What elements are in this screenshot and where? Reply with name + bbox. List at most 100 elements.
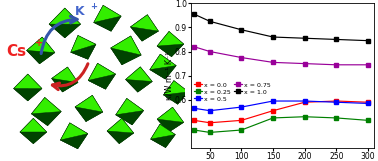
Line: x = 0.25: x = 0.25 <box>192 115 370 134</box>
x = 0.75 <box>302 63 307 65</box>
Polygon shape <box>88 74 116 89</box>
Polygon shape <box>138 67 152 92</box>
Polygon shape <box>40 37 55 64</box>
Polygon shape <box>111 48 141 65</box>
Polygon shape <box>125 67 152 81</box>
Polygon shape <box>60 123 78 149</box>
Polygon shape <box>52 67 68 92</box>
Polygon shape <box>14 89 42 101</box>
Polygon shape <box>75 107 103 122</box>
x = 0.75 <box>271 62 275 63</box>
Line: x = 0.5: x = 0.5 <box>192 99 370 112</box>
Text: +: + <box>35 38 43 48</box>
Polygon shape <box>125 80 152 92</box>
Polygon shape <box>142 15 158 41</box>
Polygon shape <box>62 67 78 92</box>
Polygon shape <box>164 92 188 104</box>
Polygon shape <box>75 95 92 122</box>
Polygon shape <box>160 54 176 79</box>
x = 0.75 <box>366 64 370 66</box>
x = 0.5 <box>271 100 275 102</box>
Polygon shape <box>160 124 175 148</box>
Polygon shape <box>169 107 184 132</box>
Polygon shape <box>49 8 65 38</box>
Polygon shape <box>125 67 140 92</box>
Polygon shape <box>174 81 188 104</box>
x = 1.0 <box>302 37 307 39</box>
x = 0.75 <box>208 51 212 52</box>
x = 0.0 <box>208 122 212 124</box>
Line: x = 1.0: x = 1.0 <box>192 12 370 42</box>
Polygon shape <box>88 63 105 89</box>
x = 0.0 <box>239 119 244 121</box>
x = 0.0 <box>334 100 339 102</box>
Polygon shape <box>78 35 96 59</box>
Polygon shape <box>14 74 42 89</box>
x = 0.25 <box>302 116 307 118</box>
x = 0.5 <box>366 103 370 104</box>
x = 1.0 <box>239 29 244 31</box>
x = 1.0 <box>192 13 196 15</box>
Polygon shape <box>164 81 188 95</box>
Line: x = 0.0: x = 0.0 <box>192 99 370 124</box>
Polygon shape <box>75 95 103 112</box>
Polygon shape <box>14 74 28 101</box>
Text: K: K <box>75 5 84 18</box>
x = 0.5 <box>302 100 307 102</box>
Polygon shape <box>130 15 158 31</box>
Polygon shape <box>130 15 147 41</box>
Polygon shape <box>157 31 184 46</box>
Polygon shape <box>33 118 47 144</box>
Polygon shape <box>122 36 141 65</box>
Polygon shape <box>86 95 103 122</box>
x = 0.75 <box>192 46 196 48</box>
Polygon shape <box>94 5 121 23</box>
x = 1.0 <box>271 36 275 38</box>
Line: x = 0.75: x = 0.75 <box>192 45 370 66</box>
Polygon shape <box>107 118 134 133</box>
x = 1.0 <box>334 38 339 40</box>
Polygon shape <box>52 67 78 83</box>
x = 0.25 <box>366 119 370 121</box>
Legend: x = 0.0, x = 0.25, x = 0.5, x = 0.75, x = 1.0: x = 0.0, x = 0.25, x = 0.5, x = 0.75, x … <box>194 82 271 102</box>
Polygon shape <box>71 35 88 59</box>
Polygon shape <box>98 63 116 89</box>
x = 0.25 <box>271 117 275 119</box>
Polygon shape <box>150 66 176 79</box>
x = 1.0 <box>208 20 212 22</box>
x = 0.25 <box>192 129 196 131</box>
x = 0.0 <box>366 101 370 103</box>
Polygon shape <box>111 36 141 55</box>
Polygon shape <box>157 44 184 57</box>
Polygon shape <box>71 35 96 52</box>
Polygon shape <box>94 5 111 31</box>
Polygon shape <box>88 63 116 80</box>
x = 0.5 <box>239 106 244 108</box>
Polygon shape <box>151 124 175 139</box>
x = 1.0 <box>366 40 370 42</box>
Polygon shape <box>157 31 172 57</box>
Polygon shape <box>157 107 173 132</box>
Polygon shape <box>28 74 42 101</box>
Polygon shape <box>107 131 134 144</box>
x = 0.75 <box>334 64 339 66</box>
Polygon shape <box>26 37 55 53</box>
x = 0.0 <box>302 101 307 103</box>
Polygon shape <box>157 107 184 122</box>
Polygon shape <box>107 118 122 144</box>
x = 0.75 <box>239 57 244 58</box>
Polygon shape <box>49 8 81 24</box>
Polygon shape <box>20 118 33 144</box>
Polygon shape <box>157 119 184 132</box>
Polygon shape <box>20 132 47 144</box>
Polygon shape <box>60 134 88 149</box>
Polygon shape <box>71 44 96 59</box>
x = 0.25 <box>239 129 244 131</box>
Polygon shape <box>111 36 131 65</box>
Polygon shape <box>70 123 88 149</box>
Polygon shape <box>151 135 175 148</box>
x = 0.5 <box>334 101 339 103</box>
Polygon shape <box>150 54 176 70</box>
Polygon shape <box>150 54 165 79</box>
Polygon shape <box>20 118 47 132</box>
